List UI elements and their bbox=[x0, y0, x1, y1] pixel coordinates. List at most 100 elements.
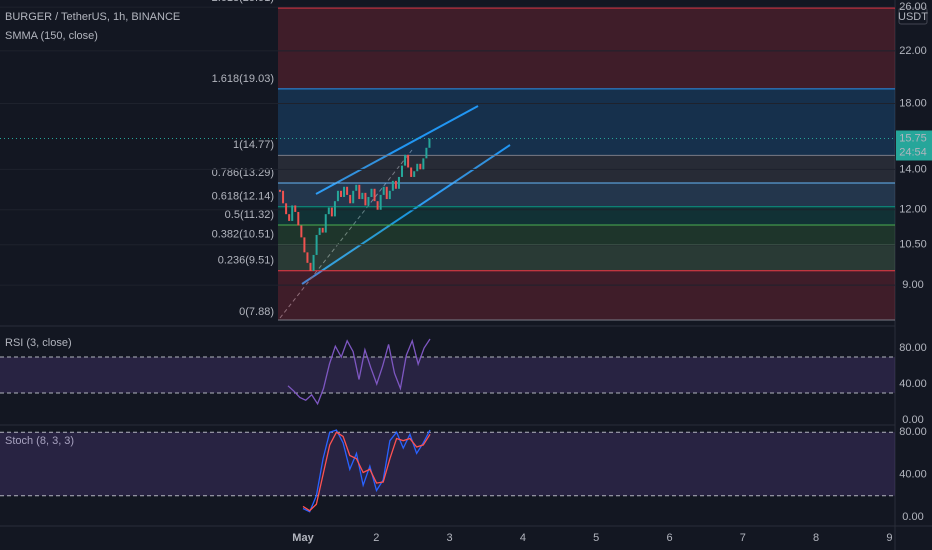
candle bbox=[355, 184, 358, 191]
candle bbox=[327, 207, 330, 215]
fib-label: 0.786(13.29) bbox=[212, 167, 274, 179]
candle bbox=[370, 188, 373, 197]
candle bbox=[404, 154, 407, 166]
candle bbox=[306, 252, 309, 263]
candle bbox=[309, 262, 312, 271]
y-tick-label: 80.00 bbox=[899, 342, 927, 354]
x-tick-label: May bbox=[292, 532, 314, 544]
price-tick-label: 12.00 bbox=[899, 204, 927, 216]
trend-line bbox=[315, 105, 479, 195]
fib-band bbox=[278, 225, 895, 245]
x-tick-label: 6 bbox=[666, 532, 672, 544]
y-tick-label: 0.00 bbox=[902, 511, 923, 523]
candle bbox=[312, 254, 315, 271]
fib-label: 1.618(19.03) bbox=[212, 73, 274, 85]
stoch-title: Stoch (8, 3, 3) bbox=[5, 435, 74, 447]
candle bbox=[413, 171, 416, 177]
candle bbox=[373, 188, 376, 202]
trend-line bbox=[301, 144, 511, 285]
price-tick-label: 22.00 bbox=[899, 45, 927, 57]
fib-label: 1(14.77) bbox=[233, 139, 274, 151]
fib-band bbox=[278, 182, 895, 207]
y-tick-label: 80.00 bbox=[899, 426, 927, 438]
fib-label: 0(7.88) bbox=[239, 306, 274, 318]
currency-box[interactable] bbox=[898, 7, 928, 25]
countdown-label: 24:54 bbox=[899, 146, 927, 158]
x-tick-label: 5 bbox=[593, 532, 599, 544]
indicator-line bbox=[302, 431, 431, 512]
band-fill bbox=[0, 357, 895, 393]
candle bbox=[422, 158, 425, 170]
candle bbox=[294, 205, 297, 212]
candle bbox=[318, 227, 321, 235]
candle bbox=[385, 186, 388, 200]
indicator-line bbox=[287, 338, 431, 406]
candle bbox=[419, 163, 422, 170]
price-tick-label: 9.00 bbox=[902, 279, 923, 291]
symbol-title: BURGER / TetherUS, 1h, BINANCE bbox=[5, 11, 180, 23]
x-tick-label: 2 bbox=[373, 532, 379, 544]
candle bbox=[291, 205, 294, 221]
band-fill bbox=[0, 432, 895, 496]
candle bbox=[330, 207, 333, 217]
fib-band bbox=[278, 8, 895, 89]
indicator-line bbox=[302, 429, 431, 513]
candle bbox=[288, 214, 291, 221]
candle bbox=[336, 190, 339, 202]
candle bbox=[340, 190, 342, 197]
y-tick-label: 40.00 bbox=[899, 469, 927, 481]
candle bbox=[397, 176, 400, 189]
x-tick-label: 8 bbox=[813, 532, 819, 544]
candle bbox=[315, 234, 318, 255]
y-tick-label: 0.00 bbox=[902, 414, 923, 426]
candle bbox=[324, 214, 327, 233]
fib-label: 0.236(9.51) bbox=[218, 255, 274, 267]
price-tick-label: 18.00 bbox=[899, 97, 927, 109]
candle bbox=[285, 203, 288, 215]
fib-label: 0.618(12.14) bbox=[212, 191, 274, 203]
candle bbox=[394, 180, 397, 189]
candle bbox=[425, 147, 428, 159]
x-tick-label: 4 bbox=[520, 532, 526, 544]
candle bbox=[391, 180, 394, 191]
fib-label: 0.382(10.51) bbox=[212, 228, 274, 240]
candle bbox=[279, 189, 281, 192]
candle bbox=[300, 225, 303, 238]
candle bbox=[343, 186, 346, 197]
fib-label: 2.618(25.91) bbox=[212, 0, 274, 4]
candle bbox=[303, 237, 306, 253]
price-tick-label: 10.50 bbox=[899, 239, 927, 251]
candle bbox=[358, 184, 361, 200]
x-tick-label: 9 bbox=[886, 532, 892, 544]
candle bbox=[349, 194, 352, 204]
candle bbox=[282, 190, 285, 204]
fib-band bbox=[278, 270, 895, 320]
candle bbox=[388, 190, 391, 200]
currency-label: USDT bbox=[898, 11, 928, 23]
candle bbox=[297, 211, 300, 226]
candle bbox=[346, 186, 349, 195]
price-tick-label: 26.00 bbox=[899, 1, 927, 13]
fib-band bbox=[278, 206, 895, 226]
candle bbox=[379, 194, 382, 210]
rsi-title: RSI (3, close) bbox=[5, 337, 72, 349]
indicator-title: SMMA (150, close) bbox=[5, 30, 98, 42]
fib-band bbox=[278, 244, 895, 271]
candle bbox=[382, 186, 385, 195]
price-tick-label: 14.00 bbox=[899, 163, 927, 175]
candle bbox=[321, 227, 324, 233]
candle bbox=[352, 190, 355, 204]
candle bbox=[367, 196, 370, 206]
y-tick-label: 40.00 bbox=[899, 378, 927, 390]
candle bbox=[401, 165, 403, 177]
candle bbox=[407, 154, 410, 168]
candle bbox=[376, 201, 379, 210]
last-price-tag bbox=[896, 130, 932, 161]
last-price-label: 15.75 bbox=[899, 132, 927, 144]
candle bbox=[333, 201, 336, 217]
x-tick-label: 3 bbox=[447, 532, 453, 544]
fib-band bbox=[278, 88, 895, 156]
fib-label: 0.5(11.32) bbox=[225, 209, 274, 221]
